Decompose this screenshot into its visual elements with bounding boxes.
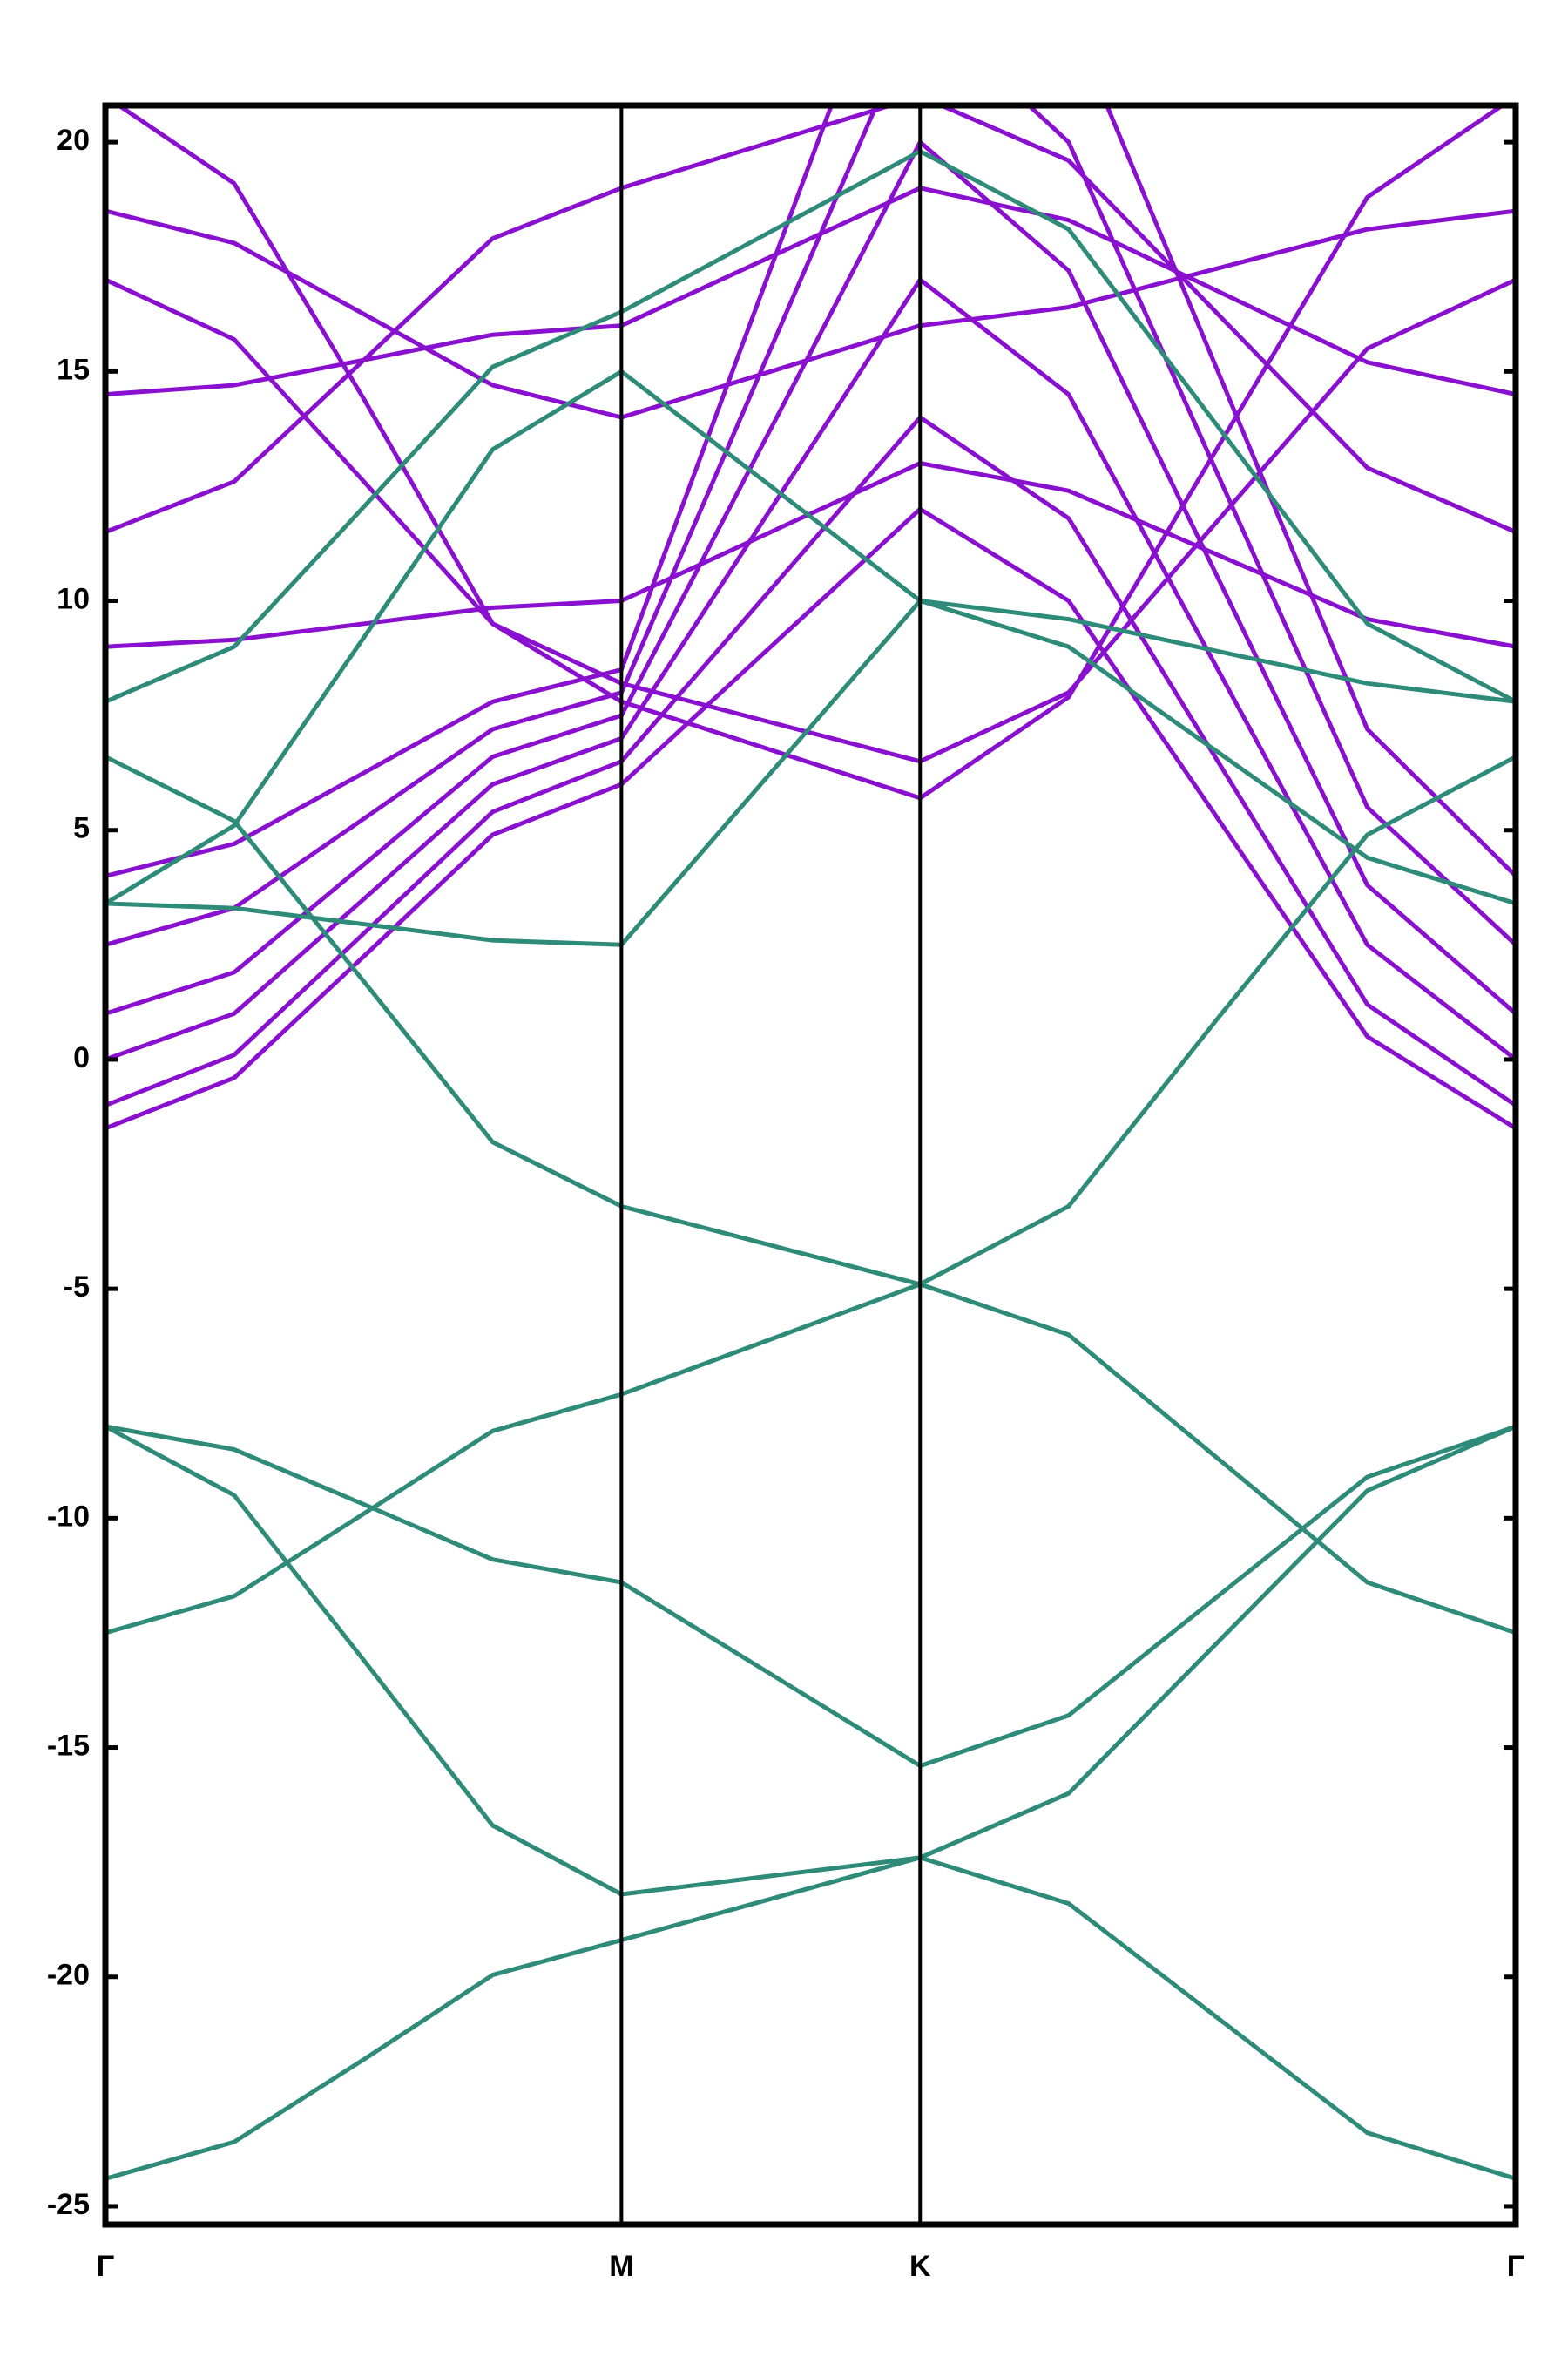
plot-area bbox=[105, 105, 1516, 2181]
band-line bbox=[105, 1424, 1516, 1769]
y-tick-label: 15 bbox=[57, 353, 90, 386]
y-tick-label: 0 bbox=[73, 1041, 90, 1074]
band-line bbox=[105, 186, 1516, 397]
band-line bbox=[105, 277, 1516, 1062]
y-tick-label: 10 bbox=[57, 583, 90, 616]
y-tick-label: -15 bbox=[47, 1730, 90, 1763]
band-line bbox=[105, 755, 1516, 1636]
band-line bbox=[105, 208, 1516, 420]
band-line bbox=[105, 599, 1516, 947]
band-line bbox=[105, 506, 1516, 1131]
y-tick-label: 20 bbox=[57, 124, 90, 157]
x-tick-label: M bbox=[609, 2250, 633, 2283]
band-line bbox=[105, 105, 1516, 534]
x-tick-label: K bbox=[909, 2250, 931, 2283]
x-tick-label: Γ bbox=[97, 2250, 114, 2283]
band-line bbox=[105, 1424, 1516, 1897]
y-tick-label: 5 bbox=[73, 812, 90, 845]
y-tick-label: -10 bbox=[47, 1500, 90, 1533]
band-line bbox=[105, 277, 1516, 764]
y-tick-label: -25 bbox=[47, 2188, 90, 2221]
band-line bbox=[105, 415, 1516, 1107]
band-line bbox=[105, 461, 1516, 649]
y-tick-label: -5 bbox=[64, 1270, 90, 1304]
x-tick-label: Γ bbox=[1507, 2250, 1524, 2283]
band-line bbox=[105, 139, 1516, 1016]
band-line bbox=[105, 149, 1516, 704]
band-line bbox=[105, 1855, 1516, 2181]
band-line bbox=[105, 755, 1516, 1636]
y-tick-label: -20 bbox=[47, 1959, 90, 1992]
plot-frame bbox=[102, 102, 1519, 2228]
band-line bbox=[105, 105, 1516, 947]
band-line bbox=[105, 369, 1516, 906]
